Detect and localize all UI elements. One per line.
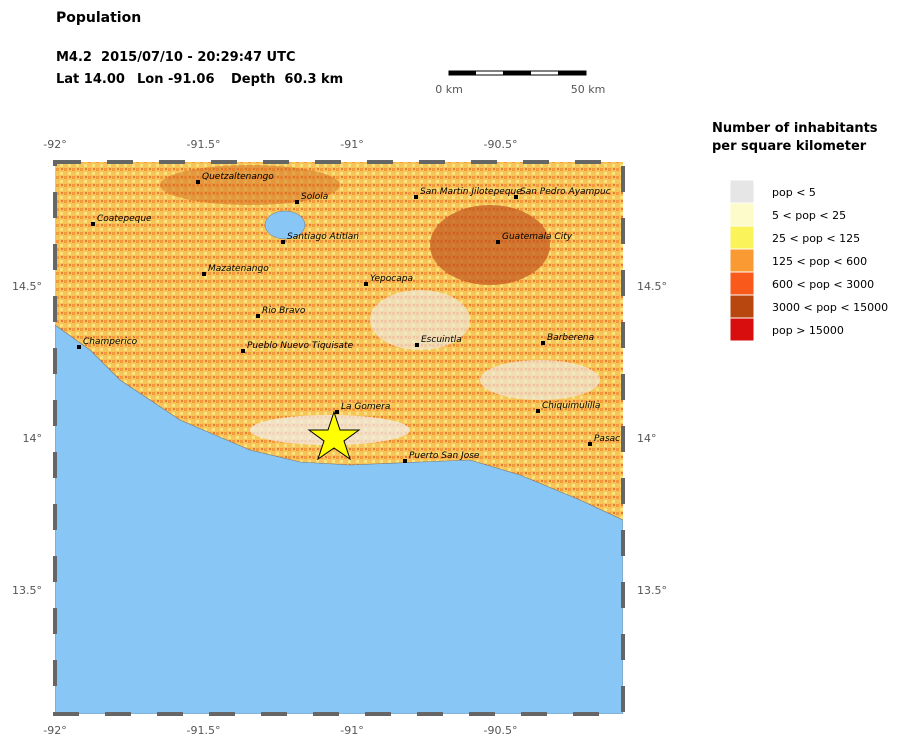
city-marker bbox=[514, 195, 518, 199]
city-label: Champerico bbox=[83, 337, 138, 347]
event-line: M4.2 2015/07/10 - 20:29:47 UTC bbox=[56, 50, 295, 65]
city-label: Puerto San Jose bbox=[409, 451, 480, 461]
legend-swatch bbox=[729, 294, 755, 319]
city-label: Chiquimulilla bbox=[542, 401, 600, 411]
city-marker bbox=[202, 272, 206, 276]
legend: Number of inhabitants per square kilomet… bbox=[712, 121, 888, 342]
lat-tick-label: 14.5° bbox=[12, 280, 42, 293]
city-label: Solola bbox=[301, 192, 328, 202]
legend-swatch bbox=[729, 225, 755, 250]
legend-label: 125 < pop < 600 bbox=[772, 255, 867, 268]
city-marker bbox=[415, 343, 419, 347]
lat-tick-label: 14° bbox=[23, 432, 43, 445]
legend-label: 3000 < pop < 15000 bbox=[772, 301, 888, 314]
legend-title: Number of inhabitants bbox=[712, 121, 878, 136]
scale-right: 50 km bbox=[571, 83, 606, 96]
city-marker bbox=[414, 195, 418, 199]
lon-tick-label: -91° bbox=[340, 138, 363, 151]
legend-label: 5 < pop < 25 bbox=[772, 209, 846, 222]
city-marker bbox=[541, 341, 545, 345]
lon-tick-label: -92° bbox=[43, 138, 66, 151]
city-marker bbox=[335, 410, 339, 414]
epicenter bbox=[307, 410, 361, 461]
city-label: San Pedro Ayampuc bbox=[520, 187, 611, 197]
legend-label: 600 < pop < 3000 bbox=[772, 278, 874, 291]
map: -92° -92° -91.5° -91.5° -91° -91° -90.5° -90.5°… bbox=[12, 138, 667, 737]
city-label: Santiago Atitlan bbox=[287, 232, 359, 242]
lon-tick-label: -91° bbox=[340, 724, 363, 737]
event-depth: Depth 60.3 km bbox=[231, 72, 343, 87]
title: Population bbox=[56, 10, 141, 26]
city-marker bbox=[496, 240, 500, 244]
legend-swatch bbox=[729, 271, 755, 296]
legend-title: per square kilometer bbox=[712, 139, 867, 154]
legend-swatch bbox=[729, 202, 755, 227]
scale-bar: 0 km 50 km bbox=[435, 70, 606, 96]
city-marker bbox=[241, 349, 245, 353]
city-marker bbox=[256, 314, 260, 318]
scale-left: 0 km bbox=[435, 83, 463, 96]
city-label: Guatemala City bbox=[502, 232, 573, 242]
city-label: Escuintla bbox=[421, 335, 462, 345]
city-label: Mazatenango bbox=[208, 264, 269, 274]
lat-tick-label: 14.5° bbox=[637, 280, 667, 293]
city-marker bbox=[588, 442, 592, 446]
city-marker bbox=[364, 282, 368, 286]
city-label: La Gomera bbox=[341, 402, 390, 412]
city-marker bbox=[91, 222, 95, 226]
lon-tick-label: -92° bbox=[43, 724, 66, 737]
legend-label: pop > 15000 bbox=[772, 324, 844, 337]
legend-swatch bbox=[729, 248, 755, 273]
lat-tick-label: 14° bbox=[637, 432, 657, 445]
lon-tick-label: -91.5° bbox=[187, 724, 221, 737]
event-lon: Lon -91.06 bbox=[137, 72, 215, 87]
event-lat: Lat 14.00 bbox=[56, 72, 125, 87]
city-label: Rio Bravo bbox=[262, 306, 306, 316]
legend-label: pop < 5 bbox=[772, 186, 816, 199]
lon-tick-label: -91.5° bbox=[187, 138, 221, 151]
city-marker bbox=[196, 180, 200, 184]
lat-tick-label: 13.5° bbox=[12, 584, 42, 597]
lon-tick-label: -90.5° bbox=[484, 138, 518, 151]
city-marker bbox=[281, 240, 285, 244]
city-marker bbox=[295, 200, 299, 204]
city-label: Quetzaltenango bbox=[202, 172, 274, 182]
city-marker bbox=[536, 409, 540, 413]
legend-swatch bbox=[729, 317, 755, 342]
legend-swatch bbox=[729, 179, 755, 204]
legend-label: 25 < pop < 125 bbox=[772, 232, 860, 245]
city-label: Pasac bbox=[594, 434, 620, 444]
city-label: Pueblo Nuevo Tiquisate bbox=[247, 341, 354, 351]
city-label: Barberena bbox=[547, 333, 594, 343]
city-marker bbox=[77, 345, 81, 349]
city-label: Coatepeque bbox=[97, 214, 152, 224]
city-label: San Martin Jilotepeque bbox=[420, 187, 522, 197]
city-marker bbox=[403, 459, 407, 463]
city-label: Yepocapa bbox=[370, 274, 413, 284]
lon-tick-label: -90.5° bbox=[484, 724, 518, 737]
lat-tick-label: 13.5° bbox=[637, 584, 667, 597]
